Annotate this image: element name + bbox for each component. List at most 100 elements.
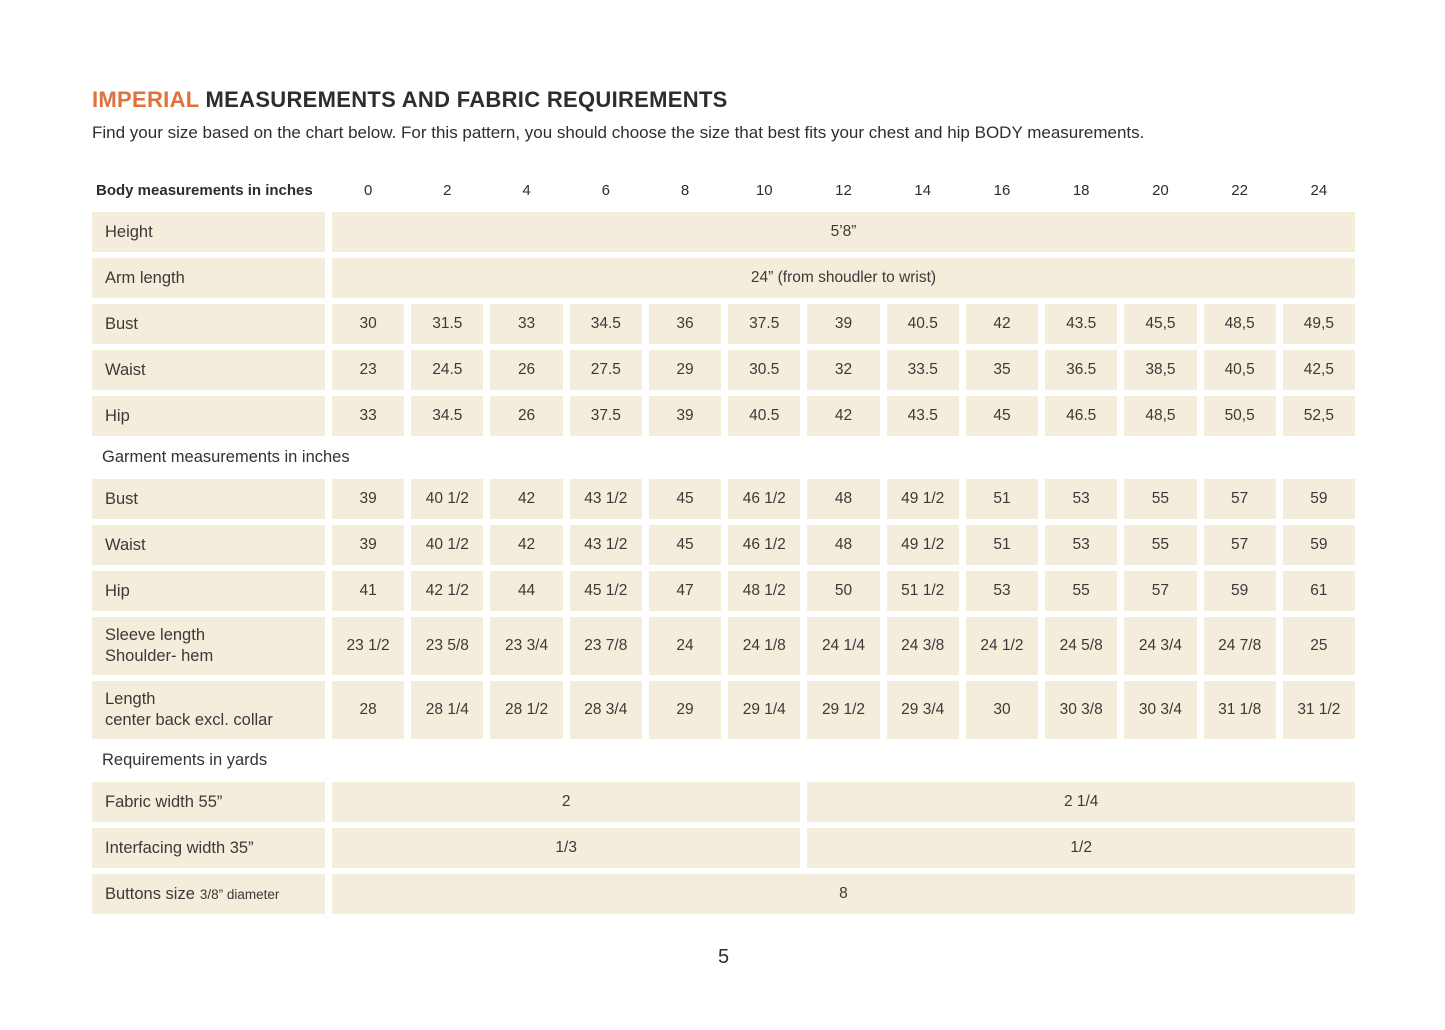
row-value: 45,5 [1124, 304, 1197, 344]
row-value: 31 1/2 [1282, 681, 1355, 739]
row-value: 42 [490, 525, 563, 565]
row-value: 43.5 [1045, 304, 1118, 344]
row-value: 46 1/2 [728, 525, 801, 565]
row-label: Interfacing width 35” [92, 828, 325, 868]
row-label-line2: Shoulder- hem [105, 647, 214, 665]
row-value: 31 1/8 [1203, 681, 1276, 739]
row-value: 46 1/2 [728, 479, 801, 519]
table-row: Interfacing width 35” 1/3 1/2 [92, 828, 1355, 868]
row-value: 46.5 [1045, 396, 1118, 436]
section-heading: Garment measurements in inches [102, 448, 350, 466]
row-value: 43.5 [886, 396, 959, 436]
row-value-right: 1/2 [807, 828, 1355, 868]
row-value: 53 [1045, 479, 1118, 519]
table-header-row: Body measurements in inches 0 2 4 6 8 10 12 14 16… [92, 177, 1355, 203]
row-value: 36 [648, 304, 722, 344]
row-value: 30.5 [728, 350, 801, 390]
table-row: Bust 39 40 1/2 42 43 1/2 45 46 1/2 48 49 1/2 51 53… [92, 479, 1355, 519]
row-value: 40 1/2 [411, 479, 484, 519]
table-row: Length center back excl. collar 28 28 1/4 28… [92, 681, 1355, 739]
row-value: 26 [490, 350, 563, 390]
row-value: 48 1/2 [728, 571, 801, 611]
table-row: Waist 39 40 1/2 42 43 1/2 45 46 1/2 48 49 1/2 51 5… [92, 525, 1355, 565]
row-label: Waist [92, 350, 325, 390]
row-value: 30 [332, 304, 405, 344]
row-value: 49,5 [1282, 304, 1355, 344]
row-value: 40,5 [1203, 350, 1276, 390]
row-value: 37.5 [728, 304, 801, 344]
row-value: 55 [1045, 571, 1118, 611]
table-row: Sleeve length Shoulder- hem 23 1/2 23 5/8 23… [92, 617, 1355, 675]
row-value: 24 1/8 [728, 617, 801, 675]
page-content: IMPERIAL MEASUREMENTS AND FABRIC REQUIRE… [92, 87, 1355, 968]
row-value: 39 [332, 525, 405, 565]
table-row: Hip 33 34.5 26 37.5 39 40.5 42 43.5 45 46.5 48,5 50,… [92, 396, 1355, 436]
row-value-left: 2 [332, 782, 801, 822]
row-value: 23 1/2 [332, 617, 405, 675]
row-value: 36.5 [1045, 350, 1118, 390]
row-value: 42 1/2 [411, 571, 484, 611]
table-row: Bust 30 31.5 33 34.5 36 37.5 39 40.5 42 43.5 45,5 48… [92, 304, 1355, 344]
row-value: 40 1/2 [411, 525, 484, 565]
row-value: 42 [965, 304, 1039, 344]
row-value-full: 24” (from shoudler to wrist) [332, 258, 1355, 298]
section-heading: Requirements in yards [102, 751, 268, 769]
row-value: 49 1/2 [886, 479, 959, 519]
row-value: 30 3/4 [1124, 681, 1197, 739]
size-column-header: 8 [680, 181, 690, 199]
row-value: 55 [1124, 525, 1197, 565]
row-value: 44 [490, 571, 563, 611]
row-value: 48 [807, 525, 880, 565]
table-row: Arm length 24” (from shoudler to wrist) [92, 258, 1355, 298]
row-value: 23 5/8 [411, 617, 484, 675]
row-value: 32 [807, 350, 880, 390]
row-value: 45 [648, 525, 722, 565]
row-value: 53 [965, 571, 1039, 611]
row-value: 29 3/4 [886, 681, 959, 739]
row-value: 52,5 [1282, 396, 1355, 436]
row-value: 30 3/8 [1045, 681, 1118, 739]
row-value-full: 5’8” [332, 212, 1355, 252]
row-value: 24 1/4 [807, 617, 880, 675]
row-value: 59 [1282, 479, 1355, 519]
row-value: 57 [1124, 571, 1197, 611]
row-label: Sleeve length Shoulder- hem [92, 617, 325, 675]
row-label-detail: 3/8” diameter [199, 886, 280, 902]
row-value: 33 [332, 396, 405, 436]
row-value: 28 3/4 [569, 681, 642, 739]
row-value: 23 7/8 [569, 617, 642, 675]
row-value: 29 1/2 [807, 681, 880, 739]
row-value: 51 [965, 525, 1039, 565]
page-number: 5 [717, 946, 730, 968]
row-value: 49 1/2 [886, 525, 959, 565]
row-value: 24 3/8 [886, 617, 959, 675]
table-row: Height 5’8” [92, 212, 1355, 252]
size-column-header: 6 [601, 181, 610, 199]
row-value: 33.5 [886, 350, 959, 390]
row-label: Fabric width 55” [92, 782, 325, 822]
row-value: 57 [1203, 525, 1276, 565]
page-subtitle: Find your size based on the chart below.… [92, 123, 1145, 142]
row-value-full: 8 [332, 874, 1355, 914]
row-value: 53 [1045, 525, 1118, 565]
row-value: 51 1/2 [886, 571, 959, 611]
size-column-header: 14 [914, 181, 932, 199]
size-column-header: 22 [1231, 181, 1248, 199]
row-value: 24.5 [411, 350, 484, 390]
row-value: 37.5 [569, 396, 642, 436]
row-value: 26 [490, 396, 563, 436]
row-value: 24 3/4 [1124, 617, 1197, 675]
row-value: 30 [965, 681, 1039, 739]
row-value: 43 1/2 [569, 479, 642, 519]
size-column-header: 16 [993, 181, 1011, 199]
row-value: 28 [332, 681, 405, 739]
row-value: 45 1/2 [569, 571, 642, 611]
row-value: 33 [490, 304, 563, 344]
row-value: 31.5 [411, 304, 484, 344]
row-value: 48,5 [1124, 396, 1197, 436]
size-column-header: 18 [1072, 181, 1090, 199]
row-value: 28 1/4 [411, 681, 484, 739]
row-value: 40.5 [886, 304, 959, 344]
row-value: 35 [965, 350, 1039, 390]
row-label: Height [92, 212, 325, 252]
